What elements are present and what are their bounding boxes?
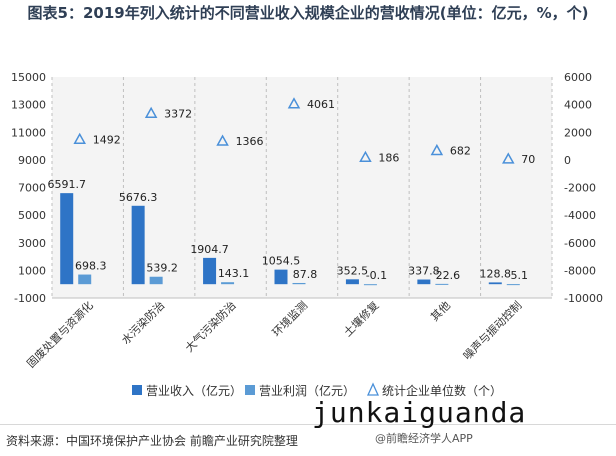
revenue-data-label: 352.5 [337, 264, 369, 277]
y-left-tick-label: 7000 [18, 182, 46, 195]
y-left-tick-label: 1000 [18, 264, 46, 277]
company-count-marker [502, 152, 515, 164]
revenue-data-label: 6591.7 [47, 178, 86, 191]
profit-data-label: 22.6 [436, 269, 461, 282]
company-count-label: 3372 [164, 107, 192, 120]
profit-bar [435, 283, 449, 285]
profit-data-label: 698.3 [75, 260, 107, 273]
legend-label: 统计企业单位数（个） [382, 383, 502, 398]
y-left-tick-label: 11000 [11, 126, 46, 139]
y-right-tick-label: -10000 [564, 292, 603, 305]
profit-data-label: 539.2 [146, 262, 178, 275]
y-right-tick-label: -2000 [564, 182, 596, 195]
profit-bar [221, 282, 235, 285]
company-count-marker [359, 150, 372, 163]
profit-bar [149, 276, 163, 285]
y-right-tick-label: 0 [564, 154, 571, 167]
y-right-tick-label: 2000 [564, 126, 592, 139]
revenue-bar [131, 205, 145, 285]
chart-title: 图表5：2019年列入统计的不同营业收入规模企业的营收情况(单位：亿元，%，个) [27, 4, 589, 22]
company-count-marker [144, 106, 158, 119]
company-count-label: 1366 [236, 135, 264, 148]
revenue-data-label: 5676.3 [119, 191, 158, 204]
y-left-tick-label: 15000 [11, 71, 46, 84]
category-label: 噪声与振动控制 [460, 298, 524, 362]
company-count-marker [216, 134, 229, 146]
revenue-bar [60, 193, 74, 285]
category-label: 其他 [428, 299, 453, 324]
category-label: 水污染防治 [118, 298, 167, 347]
revenue-data-label: 128.8 [480, 267, 512, 280]
revenue-bar [417, 279, 431, 285]
revenue-data-label: 1054.5 [262, 255, 301, 268]
revenue-bar [203, 257, 217, 285]
footer-divider [0, 424, 616, 425]
revenue-bar [274, 269, 288, 285]
brand-tag: @前瞻经济学人APP [375, 432, 473, 445]
profit-data-label: 5.1 [511, 269, 529, 282]
y-left-tick-label: 13000 [11, 99, 46, 112]
y-right-tick-label: 4000 [564, 99, 592, 112]
profit-bar [292, 282, 306, 285]
y-left-tick-label: -1000 [14, 292, 46, 305]
profit-data-label: 87.8 [293, 268, 318, 281]
y-left-tick-label: 3000 [18, 237, 46, 250]
legend-swatch [132, 385, 142, 395]
category-label: 大气污染防治 [182, 298, 239, 355]
watermark-text: junkaiguanda [312, 396, 527, 429]
y-right-tick-label: -4000 [564, 209, 596, 222]
company-count-marker [430, 143, 444, 156]
revenue-bar [488, 282, 502, 285]
profit-data-label: 143.1 [218, 267, 250, 280]
legend-label: 营业利润（亿元） [259, 383, 355, 398]
revenue-data-label: 1904.7 [190, 243, 229, 256]
company-count-label: 70 [521, 153, 535, 166]
profit-data-label: -0.1 [366, 269, 387, 282]
company-count-label: 4061 [307, 98, 335, 111]
plot-area [52, 77, 552, 298]
y-right-tick-label: 6000 [564, 71, 592, 84]
category-label: 土壤修复 [341, 298, 382, 339]
profit-bar [363, 284, 377, 286]
company-count-label: 682 [450, 144, 471, 157]
legend-marker [366, 382, 380, 396]
company-count-marker [73, 132, 86, 145]
y-left-tick-label: 9000 [18, 154, 46, 167]
company-count-label: 186 [378, 151, 399, 164]
category-label: 环境监测 [269, 298, 310, 339]
company-count-label: 1492 [93, 133, 121, 146]
profit-bar [78, 274, 92, 285]
legend-label: 营业收入（亿元） [146, 383, 242, 398]
revenue-data-label: 337.8 [408, 265, 440, 278]
profit-bar [506, 284, 520, 286]
y-right-tick-label: -6000 [564, 237, 596, 250]
source-note: 资料来源：中国环境保护产业协会 前瞻产业研究院整理 [6, 434, 298, 448]
legend-swatch [245, 385, 255, 395]
revenue-bar [345, 279, 359, 285]
y-right-tick-label: -8000 [564, 264, 596, 277]
company-count-marker [287, 97, 301, 109]
y-left-tick-label: 5000 [18, 209, 46, 222]
category-label: 固废处置与资源化 [24, 298, 96, 370]
